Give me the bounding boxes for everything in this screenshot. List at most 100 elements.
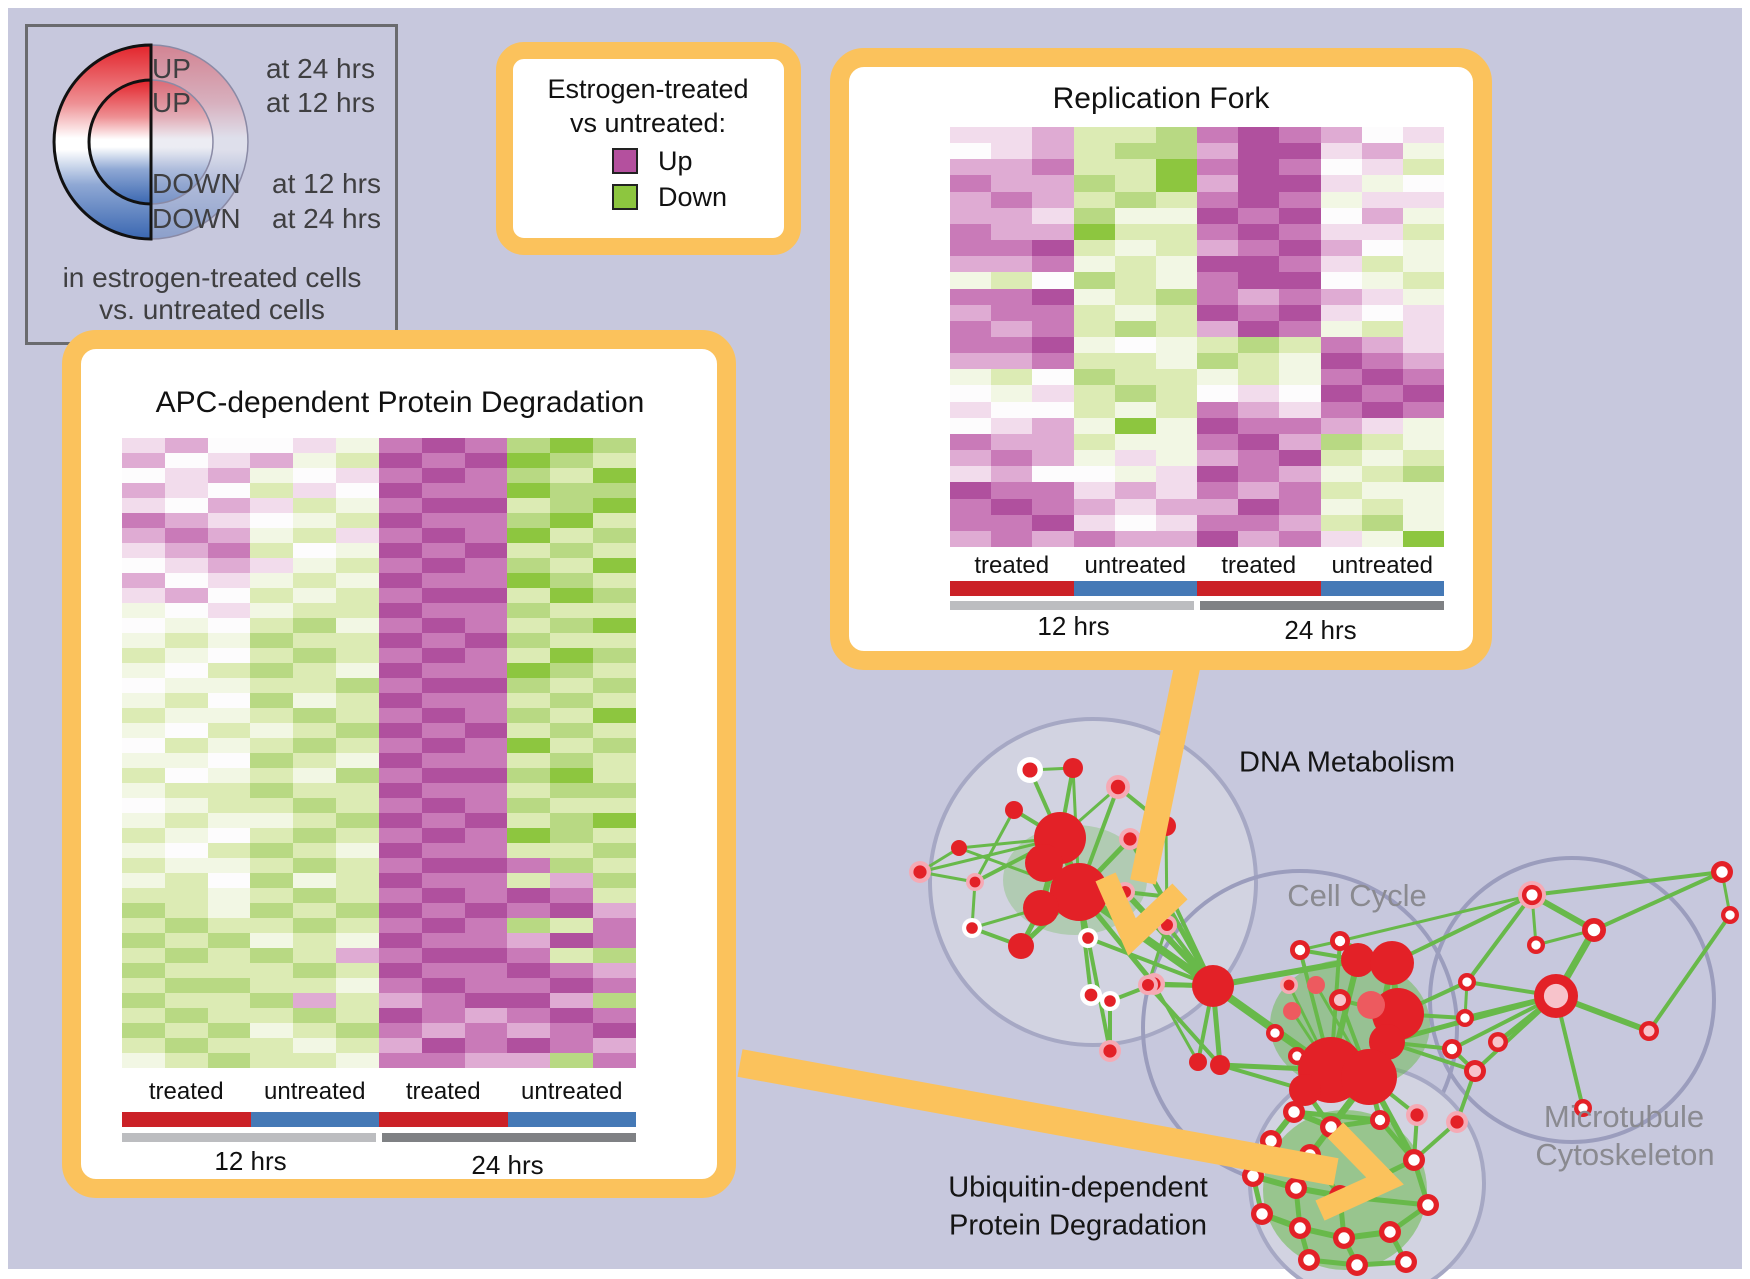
heatmap-cell xyxy=(1320,288,1362,305)
heatmap-cell xyxy=(122,558,165,573)
heatmap-cell xyxy=(122,918,165,933)
heatmap-cell xyxy=(336,498,379,513)
heatmap-cell xyxy=(593,993,636,1008)
heatmap-cell xyxy=(1361,175,1403,192)
heatmap-cell xyxy=(1114,466,1156,483)
heatmap-cell xyxy=(464,663,508,678)
heatmap-cell xyxy=(1155,143,1197,160)
heatmap-cell xyxy=(164,963,208,978)
heatmap-cell xyxy=(593,978,636,993)
heatmap-cell xyxy=(1238,143,1280,160)
network-node-core xyxy=(1288,1106,1300,1118)
heatmap-cell xyxy=(464,768,508,783)
heatmap-cell xyxy=(1073,272,1115,289)
heatmap-cell xyxy=(593,558,636,573)
heatmap-cell xyxy=(507,438,551,453)
heatmap-cell xyxy=(507,1023,551,1038)
heatmap-cell xyxy=(250,828,294,843)
network-node-core xyxy=(969,876,981,888)
heatmap-cell xyxy=(1361,385,1403,402)
up-swatch-label: Up xyxy=(658,146,693,176)
heatmap-cell xyxy=(336,918,379,933)
heatmap-cell xyxy=(164,753,208,768)
heatmap-cell xyxy=(122,948,165,963)
heatmap-cell xyxy=(1361,530,1403,547)
heatmap-cell xyxy=(464,1038,508,1053)
heatmap-cell xyxy=(421,738,465,753)
heatmap-cell xyxy=(207,528,251,543)
heatmap-cell xyxy=(1032,143,1074,160)
legend-caption-line2: vs. untreated cells xyxy=(99,294,325,325)
heatmap-cell xyxy=(293,1053,337,1068)
heatmap-cell xyxy=(1032,159,1074,176)
heatmap-cell xyxy=(991,143,1033,160)
heatmap-cell xyxy=(1073,240,1115,257)
heatmap-cell xyxy=(1032,498,1074,515)
network-node-core xyxy=(1325,1121,1337,1133)
heatmap-cell xyxy=(464,468,508,483)
heatmap-cell xyxy=(122,873,165,888)
heatmap-cell xyxy=(1279,288,1321,305)
heatmap-cell xyxy=(378,843,422,858)
heatmap-cell xyxy=(464,543,508,558)
network-node-core xyxy=(1462,977,1472,987)
heatmap-cell xyxy=(164,558,208,573)
heatmap-cell xyxy=(1238,530,1280,547)
time-label: 12 hrs xyxy=(214,1146,287,1176)
heatmap-cell xyxy=(1238,369,1280,386)
cluster-label: Protein Degradation xyxy=(949,1209,1207,1242)
heatmap-cell xyxy=(507,828,551,843)
heatmap-cell xyxy=(421,498,465,513)
heatmap-cell xyxy=(1402,433,1444,451)
heatmap-cell xyxy=(991,450,1033,467)
heatmap-cell xyxy=(464,963,508,978)
heatmap-cell xyxy=(378,738,422,753)
heatmap-cell xyxy=(1114,127,1156,144)
cluster-label: Microtubule xyxy=(1543,1099,1705,1134)
heatmap-cell xyxy=(207,663,251,678)
heatmap-cell xyxy=(507,498,551,513)
heatmap-cell xyxy=(1197,514,1239,531)
heatmap-cell xyxy=(421,918,465,933)
untreated-bar xyxy=(250,1112,379,1127)
heatmap-cell xyxy=(593,753,636,768)
heatmap-cell xyxy=(378,918,422,933)
heatmap-cell xyxy=(1032,256,1074,273)
heatmap-cell xyxy=(593,633,636,648)
heatmap-cell xyxy=(1114,530,1156,547)
heatmap-cell xyxy=(1073,337,1115,354)
heatmap-cell xyxy=(207,738,251,753)
heatmap-cell xyxy=(991,191,1033,208)
network-node-core xyxy=(1022,762,1038,778)
legend-up-24: UP xyxy=(152,53,191,84)
heatmap-cell xyxy=(250,798,294,813)
heatmap-cell xyxy=(1197,353,1239,370)
heatmap-cell xyxy=(507,768,551,783)
network-node-core xyxy=(1333,993,1347,1007)
network-node-core xyxy=(1303,1254,1315,1266)
heatmap-cell xyxy=(507,1053,551,1068)
heatmap-cell xyxy=(378,543,422,558)
heatmap-cell xyxy=(293,678,337,693)
heatmap-cell xyxy=(507,738,551,753)
network-node-core xyxy=(1103,1044,1117,1058)
apc-heatmap xyxy=(122,438,636,1068)
heatmap-cell xyxy=(1402,417,1444,434)
heatmap-cell xyxy=(950,127,992,144)
heatmap-cell xyxy=(1114,143,1156,160)
heatmap-cell xyxy=(378,813,422,828)
network-node-core xyxy=(1446,1043,1458,1055)
heatmap-cell xyxy=(421,828,465,843)
heatmap-cell xyxy=(250,963,294,978)
heatmap-cell xyxy=(207,948,251,963)
heatmap-cell xyxy=(1197,530,1239,547)
heatmap-cell xyxy=(507,588,551,603)
heatmap-cell xyxy=(991,337,1033,354)
heatmap-cell xyxy=(421,858,465,873)
heatmap-cell xyxy=(122,753,165,768)
heatmap-cell xyxy=(550,843,594,858)
heatmap-cell xyxy=(1279,175,1321,192)
heatmap-cell xyxy=(550,468,594,483)
heatmap-cell xyxy=(164,1023,208,1038)
